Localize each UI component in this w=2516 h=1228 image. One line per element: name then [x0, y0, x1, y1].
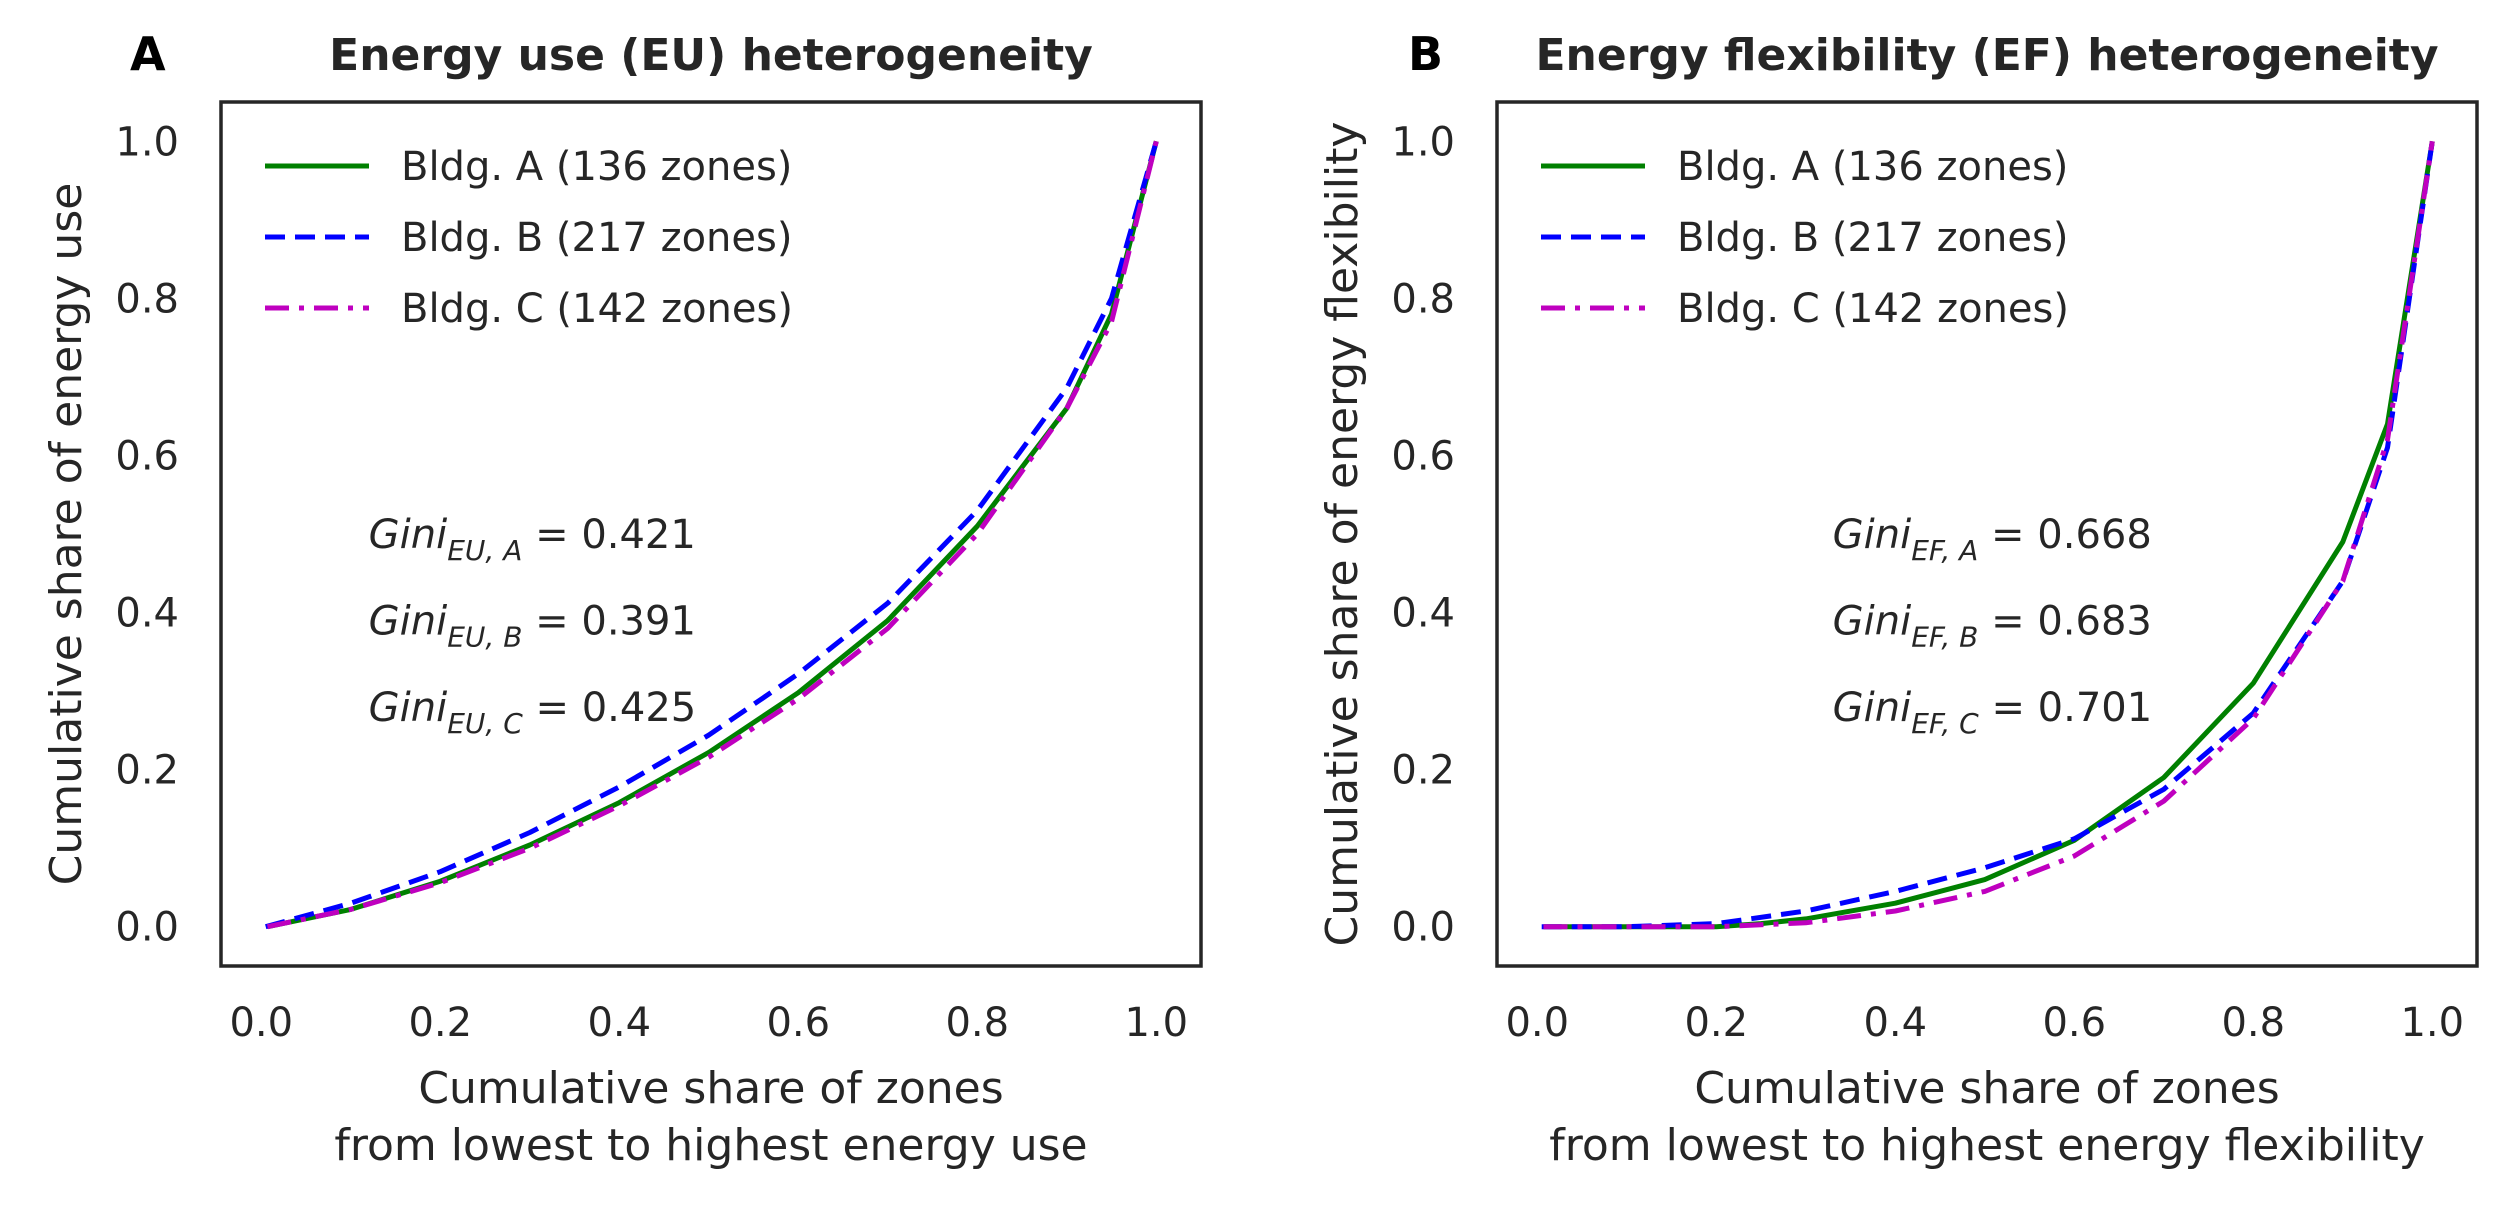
x-tick-label: 0.6: [766, 1000, 830, 1046]
gini-annotation: GiniEF, B = 0.683: [1833, 598, 2152, 653]
axes-frame: [219, 100, 1203, 968]
y-tick-label: 0.0: [115, 905, 179, 951]
x-tick-label: 1.0: [1124, 1000, 1188, 1046]
x-axis-label: Cumulative share of zones: [1694, 1063, 2279, 1114]
x-axis-label-line2: from lowest to highest energy flexibilit…: [1549, 1120, 2425, 1171]
series-line-1: [1543, 140, 2435, 930]
y-tick-labels: 0.0 0.2 0.4 0.6 0.8 1.0: [115, 119, 179, 950]
series-line-3: [266, 140, 1159, 930]
x-tick-label: 0.4: [1863, 1000, 1927, 1046]
gini-annotation: GiniEU, A = 0.421: [369, 512, 696, 567]
y-tick-label: 0.0: [1391, 905, 1455, 951]
x-tick-label: 0.0: [1505, 1000, 1569, 1046]
legend-entry: Bldg. A (136 zones): [1677, 144, 2068, 190]
gini-annotation: GiniEF, C = 0.701: [1833, 685, 2153, 740]
series-lines: [265, 140, 1159, 930]
y-tick-labels: 0.0 0.2 0.4 0.6 0.8 1.0: [1391, 119, 1455, 950]
panel-label: A: [130, 27, 166, 81]
y-tick-label: 0.4: [1391, 591, 1455, 637]
x-tick-labels: 0.0 0.2 0.4 0.6 0.8 1.0: [1505, 1000, 2464, 1046]
gini-annotations: GiniEU, A = 0.421 GiniEU, B = 0.391 GiniEU…: [369, 512, 697, 740]
legend: Bldg. A (136 zones) Bldg. B (217 zones) Bl…: [265, 144, 793, 332]
gini-annotations: GiniEF, A = 0.668 GiniEF, B = 0.683 GiniEF…: [1833, 512, 2153, 740]
legend-entry: Bldg. C (142 zones): [1677, 286, 2069, 332]
legend: Bldg. A (136 zones) Bldg. B (217 zones) Bl…: [1541, 144, 2069, 332]
chart-panel-B: B Energy flexibility (EF) heterogeneity 0.…: [1317, 27, 2479, 1171]
series-line-3: [1543, 140, 2435, 930]
x-tick-label: 1.0: [2400, 1000, 2464, 1046]
x-tick-label: 0.0: [229, 1000, 293, 1046]
x-tick-label: 0.8: [945, 1000, 1009, 1046]
legend-entry: Bldg. B (217 zones): [401, 215, 792, 261]
x-tick-label: 0.4: [587, 1000, 651, 1046]
y-tick-label: 1.0: [1391, 119, 1455, 165]
legend-entry: Bldg. A (136 zones): [401, 144, 792, 190]
x-tick-label: 0.2: [408, 1000, 472, 1046]
y-tick-label: 1.0: [115, 119, 179, 165]
y-axis-label: Cumulative share of energy use: [41, 183, 92, 886]
y-tick-label: 0.2: [1391, 748, 1455, 794]
series-line-2: [265, 140, 1159, 930]
y-tick-label: 0.2: [115, 748, 179, 794]
x-tick-labels: 0.0 0.2 0.4 0.6 0.8 1.0: [229, 1000, 1188, 1046]
legend-entry: Bldg. C (142 zones): [401, 286, 793, 332]
y-tick-label: 0.8: [1391, 276, 1455, 322]
gini-annotation: GiniEU, C = 0.425: [369, 685, 697, 740]
x-tick-label: 0.8: [2221, 1000, 2285, 1046]
y-axis-label: Cumulative share of energy flexibility: [1317, 122, 1368, 947]
x-tick-label: 0.6: [2042, 1000, 2106, 1046]
gini-annotation: GiniEF, A = 0.668: [1833, 512, 2152, 567]
axes-frame: [1495, 100, 2479, 968]
x-axis-label: Cumulative share of zones: [418, 1063, 1003, 1114]
chart-title: Energy flexibility (EF) heterogeneity: [1535, 30, 2438, 81]
y-tick-label: 0.4: [115, 591, 179, 637]
y-tick-label: 0.8: [115, 276, 179, 322]
y-tick-label: 0.6: [115, 433, 179, 479]
legend-entry: Bldg. B (217 zones): [1677, 215, 2068, 261]
panel-label: B: [1408, 27, 1443, 81]
y-tick-label: 0.6: [1391, 433, 1455, 479]
series-lines: [1541, 140, 2435, 930]
x-tick-label: 0.2: [1684, 1000, 1748, 1046]
gini-annotation: GiniEU, B = 0.391: [369, 598, 696, 653]
x-axis-label-line2: from lowest to highest energy use: [334, 1120, 1087, 1171]
chart-title: Energy use (EU) heterogeneity: [329, 30, 1093, 81]
